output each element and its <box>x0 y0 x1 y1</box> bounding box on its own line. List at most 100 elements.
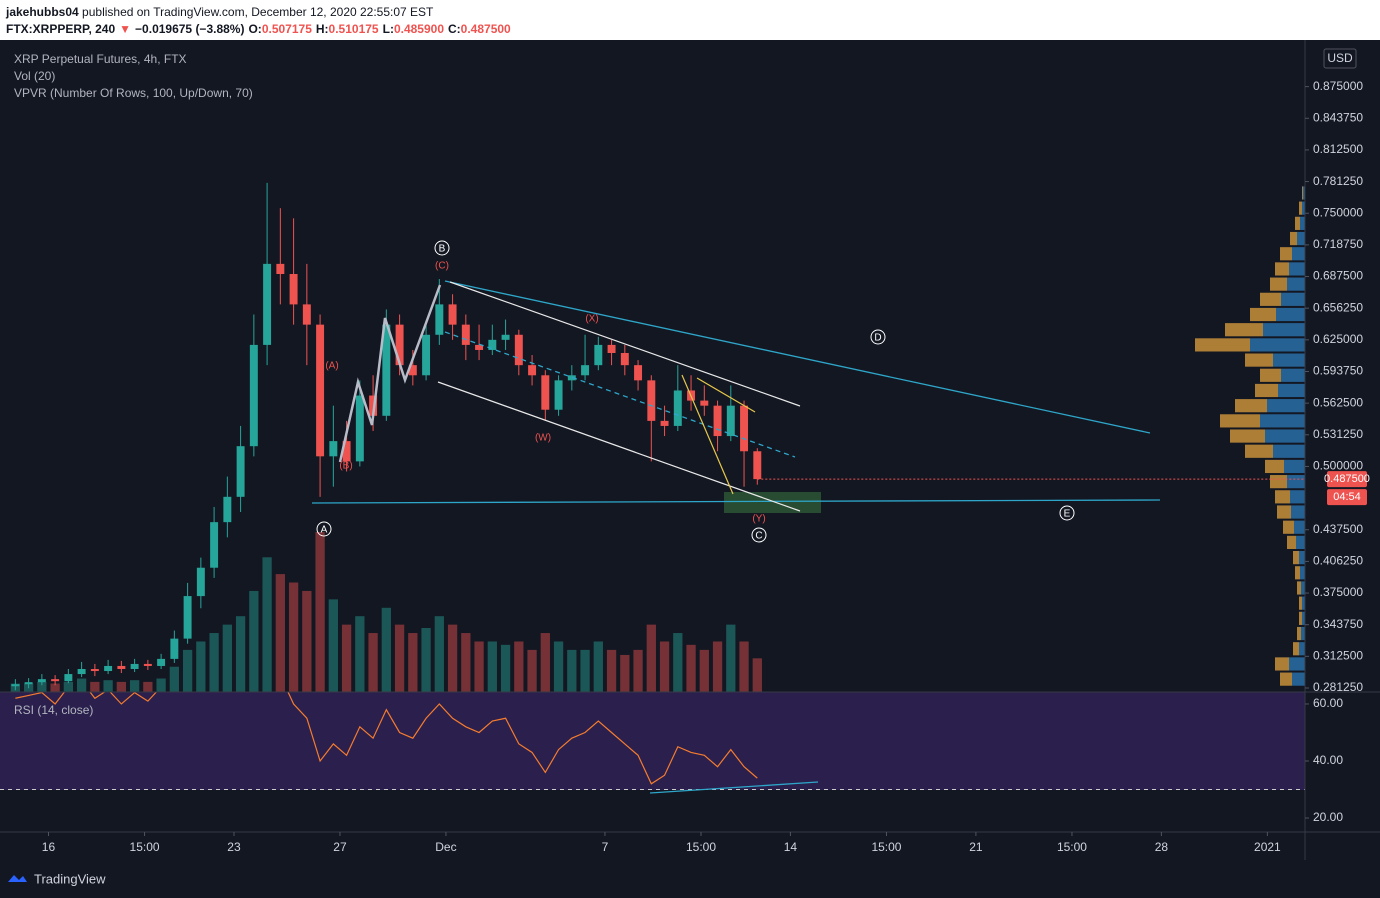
target-zone <box>724 492 821 513</box>
y-tick-label: 0.812500 <box>1313 142 1363 156</box>
volume-bar <box>633 649 643 692</box>
y-tick-label: 0.875000 <box>1313 79 1363 93</box>
candle-body <box>183 596 192 639</box>
wave-label: C <box>755 531 762 542</box>
candle-body <box>541 375 550 410</box>
x-tick-label: 15:00 <box>1057 840 1087 854</box>
profile-up <box>1292 672 1305 686</box>
trendline <box>444 280 1151 434</box>
candle-body <box>210 522 219 568</box>
volume-bar <box>341 624 352 692</box>
candle-body <box>461 324 470 345</box>
volume-bar <box>169 666 179 692</box>
volume-bar <box>209 633 219 692</box>
support-line <box>311 499 1161 504</box>
wedge-line <box>696 377 756 413</box>
ohlc-value: 0.507175 <box>261 22 312 36</box>
profile-down <box>1270 277 1287 291</box>
volume-bar <box>461 633 471 692</box>
y-tick-label: 0.312500 <box>1313 649 1363 663</box>
profile-down <box>1255 383 1278 398</box>
subwave-label: (B) <box>339 461 352 472</box>
rsi-divergence <box>649 781 819 794</box>
candle-body <box>355 395 364 462</box>
volume-bar <box>196 641 206 692</box>
profile-down <box>1287 535 1296 550</box>
profile-up <box>1299 551 1305 565</box>
ohlc-value: 0.485900 <box>393 22 444 36</box>
volume-bar <box>434 616 444 692</box>
header: jakehubbs04 published on TradingView.com… <box>0 0 1380 40</box>
x-tick-label: 27 <box>333 840 347 854</box>
profile-down <box>1297 626 1301 641</box>
profile-up <box>1263 323 1305 337</box>
profile-down <box>1297 581 1301 595</box>
candle-body <box>581 365 590 376</box>
wave-label: D <box>874 333 881 344</box>
y-tick-label: 20.00 <box>1313 810 1343 824</box>
ohlc-key: L: <box>382 22 394 36</box>
profile-down <box>1293 642 1299 656</box>
candle-body <box>24 682 33 685</box>
candle-body <box>435 304 444 335</box>
wave-label: B <box>439 244 446 255</box>
volume-bar <box>527 649 537 692</box>
logo-mark <box>8 875 27 882</box>
publish-line: jakehubbs04 published on TradingView.com… <box>6 5 437 19</box>
candle-body <box>289 274 298 305</box>
candle-body <box>369 395 378 416</box>
profile-up <box>1303 186 1305 200</box>
volume-bar <box>712 641 723 692</box>
profile-up <box>1296 535 1305 550</box>
candle-body <box>329 441 338 457</box>
candle-body <box>408 365 417 376</box>
currency-box <box>1323 48 1357 69</box>
x-tick-label: 15:00 <box>686 840 716 854</box>
profile-down <box>1235 399 1267 413</box>
symbol-line: FTX:XRPPERP, 240 ▼ −0.019675 (−3.88%) O:0.5… <box>6 22 519 36</box>
volume-bar <box>593 641 603 692</box>
candle-body <box>673 390 682 426</box>
subwave-label: (A) <box>325 361 338 372</box>
indicator-label: Vol (20) <box>14 69 55 83</box>
ohlc-key: O: <box>248 22 262 36</box>
volume-bar <box>90 681 100 692</box>
subwave-label: (C) <box>435 261 449 272</box>
subwave-label: (Y) <box>752 514 765 525</box>
ohlc-value: 0.487500 <box>460 22 511 36</box>
logo <box>8 875 27 882</box>
profile-down <box>1302 186 1303 200</box>
y-tick-label: 0.562500 <box>1313 395 1363 409</box>
candle-body <box>607 344 616 354</box>
candle-body <box>634 365 643 381</box>
volume-bar <box>182 649 193 692</box>
wedge-line <box>681 374 734 495</box>
y-tick-label: 0.750000 <box>1313 205 1363 219</box>
wave-circle <box>316 521 332 537</box>
volume-bar <box>315 532 325 692</box>
profile-down <box>1225 323 1263 337</box>
channel-line <box>437 381 801 512</box>
profile-up <box>1294 520 1305 534</box>
candle-body <box>77 669 86 675</box>
published: published on TradingView.com, December 1… <box>82 5 434 19</box>
profile-down <box>1260 368 1281 382</box>
indicator-label: VPVR (Number Of Rows, 100, Up/Down, 70) <box>14 86 253 100</box>
profile-up <box>1289 262 1305 276</box>
candle-body <box>554 380 563 410</box>
volume-bar <box>103 680 113 692</box>
profile-up <box>1273 353 1305 367</box>
y-tick-label: 0.343750 <box>1313 617 1363 631</box>
profile-down <box>1295 216 1300 230</box>
candle-body <box>647 380 656 421</box>
profile-down <box>1299 596 1302 610</box>
candle-body <box>713 405 722 437</box>
candle-body <box>753 451 762 480</box>
volume-bar <box>328 599 338 692</box>
x-tick-label: 23 <box>227 840 241 854</box>
profile-down <box>1280 672 1292 686</box>
candle-body <box>64 674 73 682</box>
candle-body <box>620 353 629 366</box>
volume-bar <box>646 624 656 692</box>
